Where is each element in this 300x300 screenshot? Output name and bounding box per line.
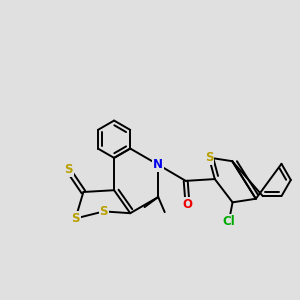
Text: S: S [100,205,108,218]
Text: S: S [64,163,73,176]
Text: N: N [153,158,163,171]
Text: S: S [71,212,80,225]
Text: Cl: Cl [223,214,236,227]
Text: O: O [182,198,193,211]
Text: S: S [205,151,213,164]
